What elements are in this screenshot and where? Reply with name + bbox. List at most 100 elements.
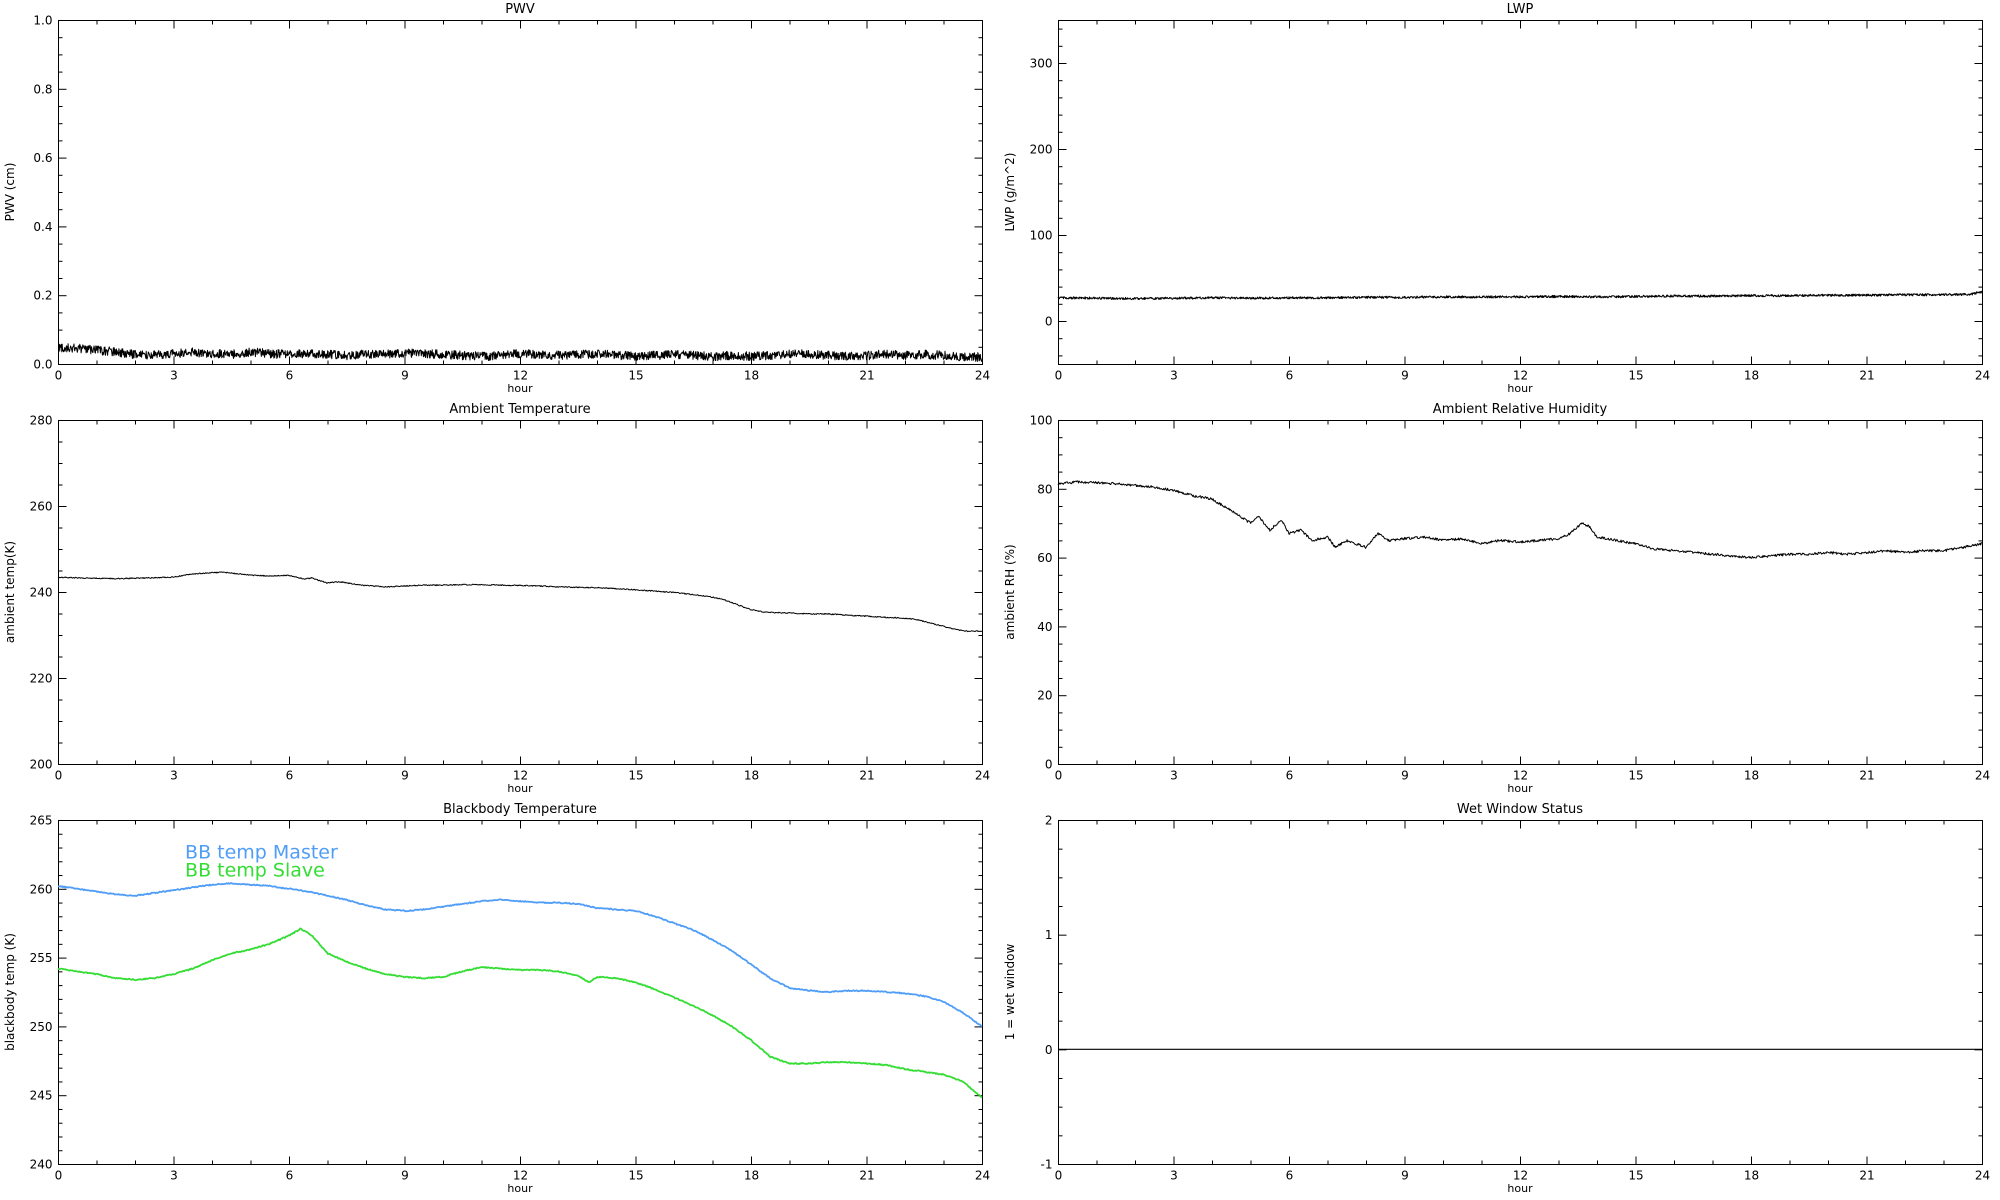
x-axis-label: hour bbox=[507, 1182, 533, 1195]
x-axis-label: hour bbox=[1507, 1182, 1533, 1195]
legend-label-bb-temp-slave: BB temp Slave bbox=[185, 859, 325, 881]
chart-ambient-temperature: 0 3 6 9 12 15 18 21 24 200 220 240 260 280 Ambient Tem… bbox=[0, 400, 1000, 800]
y-axis-label: ambient temp(K) bbox=[3, 541, 17, 643]
y-tick-label: 0.2 bbox=[33, 289, 52, 303]
x-tick-label: 15 bbox=[628, 1169, 643, 1183]
plot-box bbox=[58, 420, 983, 765]
y-tick-label: 0.6 bbox=[33, 151, 52, 165]
axes-ambient-relative-humidity: 0 3 6 9 12 15 18 21 24 0 20 40 60 80 100 bbox=[1030, 414, 1991, 783]
series-bb-temp-slave bbox=[57, 927, 983, 1099]
series-lwp bbox=[1057, 290, 1983, 301]
x-tick-label: 15 bbox=[628, 369, 643, 383]
y-tick-label: -1 bbox=[1041, 1158, 1053, 1172]
plot-box bbox=[58, 20, 983, 365]
y-tick-label: 0.8 bbox=[33, 82, 52, 96]
x-tick-label: 0 bbox=[1055, 769, 1063, 783]
y-tick-label: 0 bbox=[1045, 758, 1053, 772]
x-tick-label: 6 bbox=[1286, 369, 1294, 383]
x-tick-label: 0 bbox=[55, 769, 63, 783]
x-tick-label: 6 bbox=[286, 369, 294, 383]
axes-ambient-temperature: 0 3 6 9 12 15 18 21 24 200 220 240 260 280 bbox=[30, 414, 991, 783]
x-tick-label: 0 bbox=[55, 369, 63, 383]
x-tick-label: 12 bbox=[1513, 1169, 1528, 1183]
x-axis-label: hour bbox=[1507, 382, 1533, 395]
x-tick-label: 18 bbox=[1744, 1169, 1759, 1183]
x-tick-label: 9 bbox=[401, 1169, 409, 1183]
x-tick-label: 3 bbox=[1170, 1169, 1178, 1183]
y-tick-label: 265 bbox=[30, 814, 53, 828]
x-tick-label: 9 bbox=[1401, 769, 1409, 783]
y-tick-label: 250 bbox=[30, 1020, 53, 1034]
x-tick-label: 0 bbox=[1055, 1169, 1063, 1183]
x-tick-label: 21 bbox=[1859, 769, 1874, 783]
x-tick-label: 21 bbox=[859, 1169, 874, 1183]
y-tick-label: 0 bbox=[1045, 315, 1053, 329]
chart-title: Wet Window Status bbox=[1457, 802, 1583, 817]
x-tick-label: 0 bbox=[1055, 369, 1063, 383]
x-tick-label: 18 bbox=[744, 369, 759, 383]
x-tick-label: 18 bbox=[1744, 769, 1759, 783]
x-tick-label: 21 bbox=[859, 369, 874, 383]
chart-title: Blackbody Temperature bbox=[443, 802, 597, 817]
y-tick-label: 200 bbox=[1030, 143, 1053, 157]
x-tick-label: 12 bbox=[513, 769, 528, 783]
x-tick-label: 9 bbox=[1401, 369, 1409, 383]
x-tick-label: 3 bbox=[1170, 769, 1178, 783]
x-tick-label: 12 bbox=[513, 1169, 528, 1183]
x-tick-label: 24 bbox=[975, 1169, 990, 1183]
chart-wet-window-status: 0 3 6 9 12 15 18 21 24 -1 0 1 2 Wet Window Status hour… bbox=[1000, 800, 2000, 1200]
axes-blackbody-temperature: 0 3 6 9 12 15 18 21 24 240 245 250 255 260 265 bbox=[30, 814, 991, 1183]
x-tick-label: 24 bbox=[1975, 369, 1990, 383]
x-tick-label: 24 bbox=[1975, 1169, 1990, 1183]
chart-svg-ambient-relative-humidity: 0 3 6 9 12 15 18 21 24 0 20 40 60 80 100 Ambient Relati… bbox=[1003, 402, 1991, 795]
y-tick-label: 1.0 bbox=[33, 14, 52, 28]
x-tick-label: 18 bbox=[1744, 369, 1759, 383]
axes-pwv: 0 3 6 9 12 15 18 21 24 0.0 0.2 0.4 0.6 0.8 1.0 bbox=[33, 14, 990, 383]
x-tick-label: 3 bbox=[1170, 369, 1178, 383]
x-tick-label: 12 bbox=[1513, 769, 1528, 783]
plot-box bbox=[1058, 420, 1983, 765]
y-tick-label: 260 bbox=[30, 882, 53, 896]
y-tick-label: 80 bbox=[1037, 482, 1052, 496]
x-tick-label: 24 bbox=[975, 769, 990, 783]
y-tick-label: 245 bbox=[30, 1089, 53, 1103]
x-tick-label: 15 bbox=[1628, 769, 1643, 783]
x-tick-label: 9 bbox=[1401, 1169, 1409, 1183]
legend-label-bb-temp-master: BB temp Master bbox=[185, 842, 338, 864]
y-tick-label: 240 bbox=[30, 1158, 53, 1172]
x-tick-label: 12 bbox=[513, 369, 528, 383]
y-axis-label: blackbody temp (K) bbox=[3, 933, 17, 1051]
series-bb-temp-master bbox=[57, 882, 983, 1028]
x-tick-label: 15 bbox=[628, 769, 643, 783]
y-axis-label: ambient RH (%) bbox=[1003, 544, 1017, 639]
x-tick-label: 0 bbox=[55, 1169, 63, 1183]
x-axis-label: hour bbox=[1507, 782, 1533, 795]
x-tick-label: 21 bbox=[859, 769, 874, 783]
x-tick-label: 15 bbox=[1628, 369, 1643, 383]
y-tick-label: 20 bbox=[1037, 689, 1052, 703]
x-tick-label: 18 bbox=[744, 769, 759, 783]
y-tick-label: 240 bbox=[30, 586, 53, 600]
x-tick-label: 18 bbox=[744, 1169, 759, 1183]
chart-ambient-relative-humidity: 0 3 6 9 12 15 18 21 24 0 20 40 60 80 100 Ambient Relati… bbox=[1000, 400, 2000, 800]
y-tick-label: 40 bbox=[1037, 620, 1052, 634]
x-tick-label: 6 bbox=[1286, 1169, 1294, 1183]
x-tick-label: 6 bbox=[1286, 769, 1294, 783]
chart-title: PWV bbox=[505, 2, 535, 17]
x-tick-label: 3 bbox=[170, 1169, 178, 1183]
x-tick-label: 3 bbox=[170, 369, 178, 383]
chart-svg-lwp: 0 3 6 9 12 15 18 21 24 0 100 200 300 LWP hour LWP (g/m^… bbox=[1003, 2, 1990, 395]
chart-title: LWP bbox=[1507, 2, 1534, 17]
y-tick-label: 220 bbox=[30, 672, 53, 686]
y-tick-label: 0.4 bbox=[33, 220, 52, 234]
chart-blackbody-temperature: 0 3 6 9 12 15 18 21 24 240 245 250 255 260 265 Blackbod… bbox=[0, 800, 1000, 1200]
y-tick-label: 280 bbox=[30, 414, 53, 428]
y-tick-label: 100 bbox=[1030, 229, 1053, 243]
x-tick-label: 12 bbox=[1513, 369, 1528, 383]
chart-svg-pwv: 0 3 6 9 12 15 18 21 24 0.0 0.2 0.4 0.6 0.8 1.0 PWV hour P… bbox=[3, 2, 990, 395]
x-tick-label: 21 bbox=[1859, 369, 1874, 383]
y-tick-label: 200 bbox=[30, 758, 53, 772]
